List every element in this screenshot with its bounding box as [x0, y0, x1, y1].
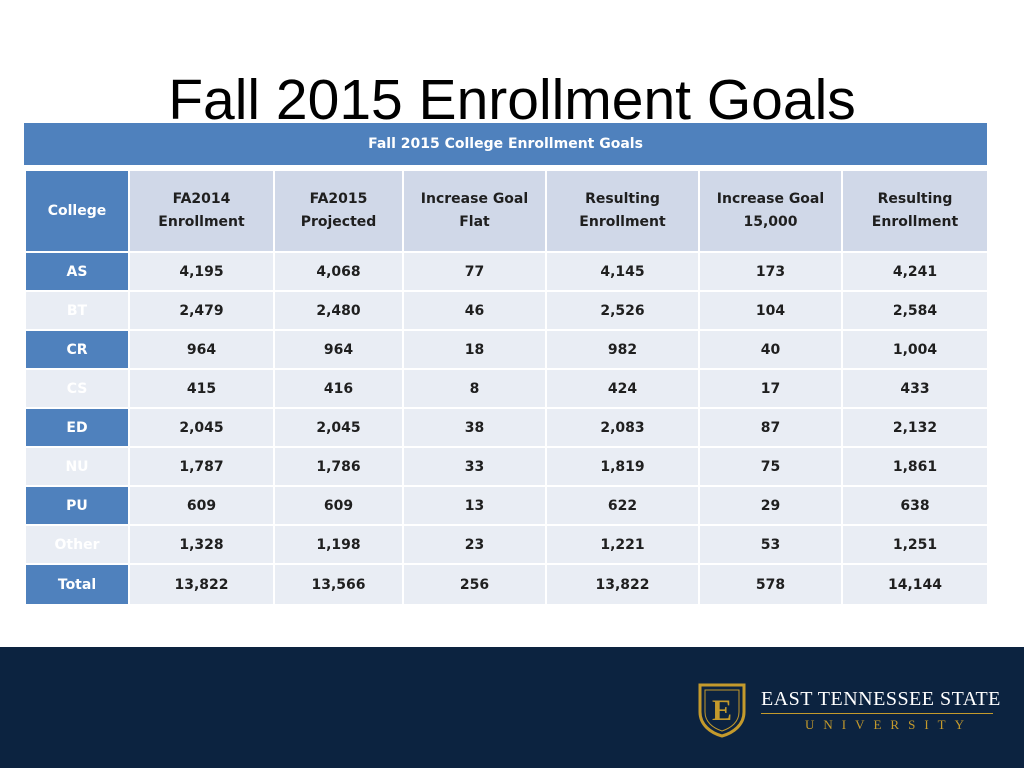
- table-cell: 1,786: [273, 446, 404, 487]
- table-cell: 1,861: [841, 446, 989, 487]
- table-cell: 424: [545, 368, 700, 409]
- table-cell: 173: [698, 251, 843, 292]
- table-total-row: Total 13,822 13,566 256 13,822 578 14,14…: [24, 563, 989, 606]
- table-cell: 1,004: [841, 329, 989, 370]
- logo-name-line2: UNIVERSITY: [805, 716, 973, 732]
- table-cell: 18: [402, 329, 547, 370]
- row-label: Other: [24, 524, 130, 565]
- row-label: NU: [24, 446, 130, 487]
- table-row: ED 2,045 2,045 38 2,083 87 2,132: [24, 407, 989, 448]
- row-label: BT: [24, 290, 130, 331]
- logo-divider: [761, 712, 993, 714]
- table-cell: 2,045: [273, 407, 404, 448]
- table-cell: 2,480: [273, 290, 404, 331]
- table-cell: 46: [402, 290, 547, 331]
- table-cell: 1,251: [841, 524, 989, 565]
- table-cell: 13,822: [128, 563, 275, 606]
- row-label: CS: [24, 368, 130, 409]
- caption-spacer: [24, 165, 987, 169]
- table-cell: 13,822: [545, 563, 700, 606]
- table-cell: 622: [545, 485, 700, 526]
- table-cell: 1,328: [128, 524, 275, 565]
- row-label: AS: [24, 251, 130, 292]
- table-cell: 609: [273, 485, 404, 526]
- table-cell: 23: [402, 524, 547, 565]
- table-cell: 13,566: [273, 563, 404, 606]
- header-resulting-enrollment-15000: Resulting Enrollment: [841, 169, 989, 253]
- table-cell: 578: [698, 563, 843, 606]
- table-cell: 609: [128, 485, 275, 526]
- slide-title: Fall 2015 Enrollment Goals: [168, 68, 856, 132]
- table-cell: 2,584: [841, 290, 989, 331]
- table-row: AS 4,195 4,068 77 4,145 173 4,241: [24, 251, 989, 292]
- enrollment-goals-table: College FA2014 Enrollment FA2015 Projected…: [24, 169, 989, 606]
- header-fa2015-projected: FA2015 Projected: [273, 169, 404, 253]
- table-row: Other 1,328 1,198 23 1,221 53 1,251: [24, 524, 989, 565]
- logo-text: EAST TENNESSEE STATE UNIVERSITY: [761, 688, 1001, 733]
- table-cell: 75: [698, 446, 843, 487]
- table-cell: 4,195: [128, 251, 275, 292]
- table-cell: 1,787: [128, 446, 275, 487]
- table-cell: 4,068: [273, 251, 404, 292]
- enrollment-table-container: Fall 2015 College Enrollment Goals Colle…: [24, 123, 989, 606]
- header-fa2014-enrollment: FA2014 Enrollment: [128, 169, 275, 253]
- table-cell: 104: [698, 290, 843, 331]
- table-cell: 433: [841, 368, 989, 409]
- table-cell: 2,526: [545, 290, 700, 331]
- logo-name-line1: EAST TENNESSEE STATE: [761, 687, 1001, 710]
- table-cell: 4,241: [841, 251, 989, 292]
- table-cell: 17: [698, 368, 843, 409]
- table-cell: 29: [698, 485, 843, 526]
- table-row: PU 609 609 13 622 29 638: [24, 485, 989, 526]
- table-cell: 87: [698, 407, 843, 448]
- table-cell: 982: [545, 329, 700, 370]
- logo-letter: E: [712, 694, 732, 727]
- table-cell: 53: [698, 524, 843, 565]
- table-cell: 77: [402, 251, 547, 292]
- table-cell: 416: [273, 368, 404, 409]
- table-row: NU 1,787 1,786 33 1,819 75 1,861: [24, 446, 989, 487]
- header-increase-goal-flat: Increase Goal Flat: [402, 169, 547, 253]
- etsu-logo: E EAST TENNESSEE STATE UNIVERSITY: [697, 682, 1001, 738]
- etsu-shield-icon: E: [698, 683, 746, 738]
- table-row: BT 2,479 2,480 46 2,526 104 2,584: [24, 290, 989, 331]
- table-cell: 40: [698, 329, 843, 370]
- table-cell: 964: [273, 329, 404, 370]
- row-label-total: Total: [24, 563, 130, 606]
- header-resulting-enrollment-flat: Resulting Enrollment: [545, 169, 700, 253]
- table-cell: 1,819: [545, 446, 700, 487]
- table-cell: 2,132: [841, 407, 989, 448]
- table-caption: Fall 2015 College Enrollment Goals: [24, 123, 987, 165]
- table-cell: 2,045: [128, 407, 275, 448]
- table-cell: 1,198: [273, 524, 404, 565]
- row-label: PU: [24, 485, 130, 526]
- table-cell: 4,145: [545, 251, 700, 292]
- table-cell: 638: [841, 485, 989, 526]
- table-cell: 964: [128, 329, 275, 370]
- table-row: CR 964 964 18 982 40 1,004: [24, 329, 989, 370]
- row-label: ED: [24, 407, 130, 448]
- table-header-row: College FA2014 Enrollment FA2015 Projected…: [24, 169, 989, 253]
- table-cell: 33: [402, 446, 547, 487]
- table-cell: 38: [402, 407, 547, 448]
- table-row: CS 415 416 8 424 17 433: [24, 368, 989, 409]
- table-cell: 14,144: [841, 563, 989, 606]
- table-cell: 8: [402, 368, 547, 409]
- table-cell: 1,221: [545, 524, 700, 565]
- table-cell: 256: [402, 563, 547, 606]
- table-cell: 13: [402, 485, 547, 526]
- table-cell: 415: [128, 368, 275, 409]
- header-increase-goal-15000: Increase Goal 15,000: [698, 169, 843, 253]
- row-label: CR: [24, 329, 130, 370]
- footer-band: [0, 647, 1024, 768]
- header-college: College: [24, 169, 130, 253]
- table-cell: 2,083: [545, 407, 700, 448]
- table-cell: 2,479: [128, 290, 275, 331]
